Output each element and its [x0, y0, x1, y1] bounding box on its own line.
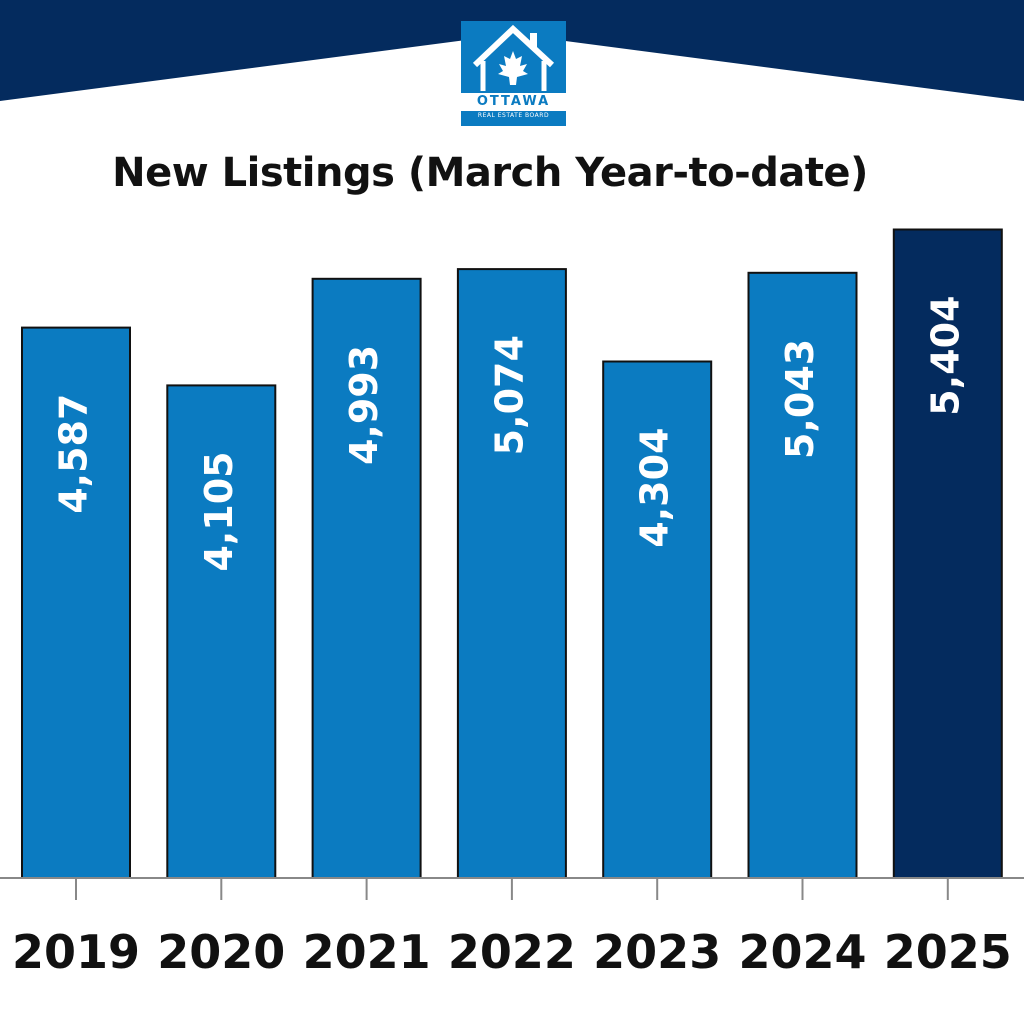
bar-2022 [456, 268, 567, 880]
bar-value-label-2019: 4,587 [52, 394, 96, 514]
x-tick-label-2023: 2023 [593, 925, 721, 979]
logo-org-name: OTTAWA [461, 93, 566, 111]
x-tick-label-2024: 2024 [738, 925, 866, 979]
bar-value-label-2024: 5,043 [778, 339, 822, 459]
bar-2024 [747, 271, 858, 879]
x-tick-label-2019: 2019 [12, 925, 140, 979]
bar-2023 [602, 360, 713, 879]
ottawa-real-estate-board-logo: OTTAWA REAL ESTATE BOARD [461, 21, 566, 126]
logo-org-subtitle: REAL ESTATE BOARD [477, 112, 550, 119]
bar-value-label-2021: 4,993 [342, 345, 386, 465]
bar-2019 [21, 326, 131, 880]
bar-value-label-2025: 5,404 [923, 296, 967, 416]
bar-2021 [311, 277, 422, 879]
x-tick-label-2025: 2025 [884, 925, 1012, 979]
x-tick-label-2022: 2022 [448, 925, 576, 979]
house-maple-leaf-icon [472, 24, 555, 91]
x-tick-label-2021: 2021 [303, 925, 431, 979]
bar-value-label-2020: 4,105 [197, 451, 241, 571]
header-banner [0, 0, 1024, 101]
chart-title: New Listings (March Year-to-date) [112, 150, 868, 196]
x-tick-label-2020: 2020 [157, 925, 285, 979]
bar-value-label-2023: 4,304 [633, 428, 677, 548]
bar-value-label-2022: 5,074 [487, 335, 531, 455]
bar-2020 [166, 384, 277, 879]
